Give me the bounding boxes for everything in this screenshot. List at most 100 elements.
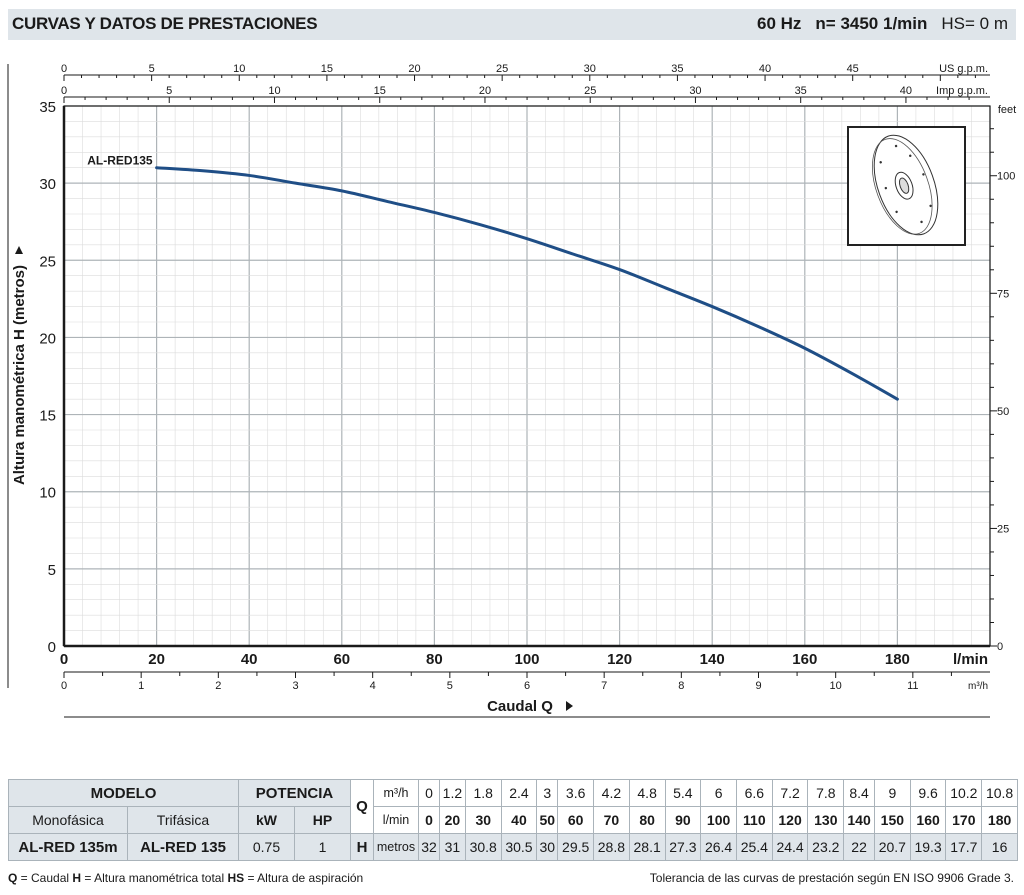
kw-header: kW (238, 806, 295, 834)
table-m3h-cell: 0 (418, 779, 440, 807)
footer-legend: Q = Caudal H = Altura manométrica total … (8, 871, 364, 885)
feet-unit-label: feet (998, 104, 1016, 116)
table-h-cell: 27.3 (664, 833, 702, 861)
y-axis-arrow-icon (15, 246, 23, 254)
table-lmin-cell: 80 (628, 806, 666, 834)
us-gpm-unit-label: US g.p.m. (939, 63, 988, 75)
table-h-cell: 29.5 (557, 833, 595, 861)
table-m3h-cell: 2.4 (500, 779, 538, 807)
x-axis-ticks: 0 20 40 60 80 100 120 140 160 180 l/min 0 1 2 3 4 5 6 7 8 9 1… (60, 651, 990, 692)
y-tick-label: 30 (39, 176, 56, 193)
model-tri: AL-RED 135 (127, 833, 239, 861)
page-title: CURVAS Y DATOS DE PRESTACIONES (12, 14, 318, 33)
table-lmin-cell: 100 (700, 806, 737, 834)
x-tick-label: 180 (885, 651, 910, 668)
x-axis-arrow-icon (566, 701, 573, 711)
y-tick-label: 15 (39, 408, 56, 425)
imp-gpm-tick-label: 40 (900, 85, 912, 97)
table-lmin-cell: 0 (418, 806, 440, 834)
table-h-cell: 20.7 (873, 833, 911, 861)
x-tick-label: 80 (426, 651, 443, 668)
y-axis-ticks: 0 5 10 15 20 25 30 35 0 25 50 75 100 feet (39, 99, 1016, 656)
y-tick-label: 25 (39, 253, 56, 270)
table-h-cell: 32 (418, 833, 440, 861)
header-bar: CURVAS Y DATOS DE PRESTACIONES 60 Hz n= 3… (8, 9, 1016, 40)
header-specs: 60 Hz n= 3450 1/min HS= 0 m (757, 14, 1008, 34)
table-m3h-cell: 7.2 (771, 779, 809, 807)
m3h-tick-label: 0 (61, 680, 67, 692)
table-lmin-cell: 170 (945, 806, 983, 834)
table-h-cell: 17.7 (945, 833, 983, 861)
table-m3h-cell: 6 (700, 779, 737, 807)
table-h-cell: 22 (843, 833, 875, 861)
m3h-tick-label: 2 (215, 680, 221, 692)
feet-tick-label: 50 (997, 406, 1009, 418)
imp-gpm-tick-label: 25 (584, 85, 596, 97)
frequency-label: 60 Hz (756, 14, 802, 33)
performance-table: MODELO POTENCIA Q m³/h 0 1.2 1.8 2.4 3 3.6 4.2… (8, 779, 1018, 861)
table-h-cell: 31 (438, 833, 466, 861)
table-h-cell: 28.8 (593, 833, 630, 861)
power-kw: 0.75 (238, 833, 295, 861)
table-m3h-cell: 9.6 (909, 779, 947, 807)
m3h-tick-label: 6 (524, 680, 530, 692)
q-label: Q (350, 779, 374, 834)
table-m3h-cell: 7.8 (807, 779, 845, 807)
table-lmin-cell: 180 (981, 806, 1018, 834)
y-axis-title: Altura manométrica H (metros) (11, 265, 28, 485)
hp-header: HP (294, 806, 351, 834)
model-mono: AL-RED 135m (8, 833, 128, 861)
us-gpm-tick-label: 40 (759, 63, 771, 75)
table-lmin-cell: 30 (464, 806, 502, 834)
us-gpm-tick-label: 15 (321, 63, 333, 75)
m3h-unit-label: m³/h (968, 681, 988, 692)
speed-label: n= 3450 1/min (815, 14, 928, 33)
monofasica-header: Monofásica (8, 806, 128, 834)
modelo-header: MODELO (8, 779, 239, 807)
m3h-tick-label: 7 (601, 680, 607, 692)
x-unit-label: l/min (953, 651, 988, 668)
x-tick-label: 60 (333, 651, 350, 668)
y-tick-label: 20 (39, 330, 56, 347)
imp-gpm-unit-label: Imp g.p.m. (936, 85, 988, 97)
imp-gpm-tick-label: 0 (61, 85, 67, 97)
table-m3h-cell: 6.6 (735, 779, 773, 807)
feet-tick-label: 100 (997, 171, 1015, 183)
us-gpm-tick-label: 0 (61, 63, 67, 75)
top-axis-ticks: 0 5 10 15 20 25 30 35 40 45 0 5 10 15 20 25 30 35 40 US g.p… (61, 63, 990, 103)
us-gpm-tick-label: 45 (847, 63, 859, 75)
imp-gpm-tick-label: 30 (689, 85, 701, 97)
m3h-tick-label: 11 (907, 680, 918, 692)
table-m3h-cell: 9 (873, 779, 911, 807)
power-hp: 1 (294, 833, 351, 861)
table-m3h-cell: 3.6 (557, 779, 595, 807)
m3h-tick-label: 4 (370, 680, 376, 692)
potencia-header: POTENCIA (238, 779, 351, 807)
us-gpm-tick-label: 10 (233, 63, 245, 75)
feet-tick-label: 25 (997, 523, 1009, 535)
table-h-cell: 16 (981, 833, 1018, 861)
us-gpm-tick-label: 5 (149, 63, 155, 75)
m3h-tick-label: 1 (138, 680, 144, 692)
trifasica-header: Trifásica (127, 806, 239, 834)
x-tick-label: 140 (700, 651, 725, 668)
table-h-cell: 30.8 (464, 833, 502, 861)
series-label: AL-RED135 (87, 154, 153, 168)
table-m3h-cell: 10.2 (945, 779, 983, 807)
table-lmin-cell: 70 (593, 806, 630, 834)
m3h-tick-label: 5 (447, 680, 453, 692)
imp-gpm-tick-label: 35 (795, 85, 807, 97)
x-tick-label: 100 (514, 651, 539, 668)
x-axis-title: Caudal Q (487, 698, 553, 715)
imp-gpm-tick-label: 15 (374, 85, 386, 97)
curve-layer: AL-RED135 (87, 154, 899, 401)
h-label: H (350, 833, 374, 861)
m3h-tick-label: 9 (755, 680, 761, 692)
table-lmin-cell: 150 (873, 806, 911, 834)
table-h-cell: 28.1 (628, 833, 666, 861)
series-line (155, 166, 899, 401)
us-gpm-tick-label: 25 (496, 63, 508, 75)
imp-gpm-tick-label: 10 (268, 85, 280, 97)
x-tick-label: 40 (241, 651, 258, 668)
